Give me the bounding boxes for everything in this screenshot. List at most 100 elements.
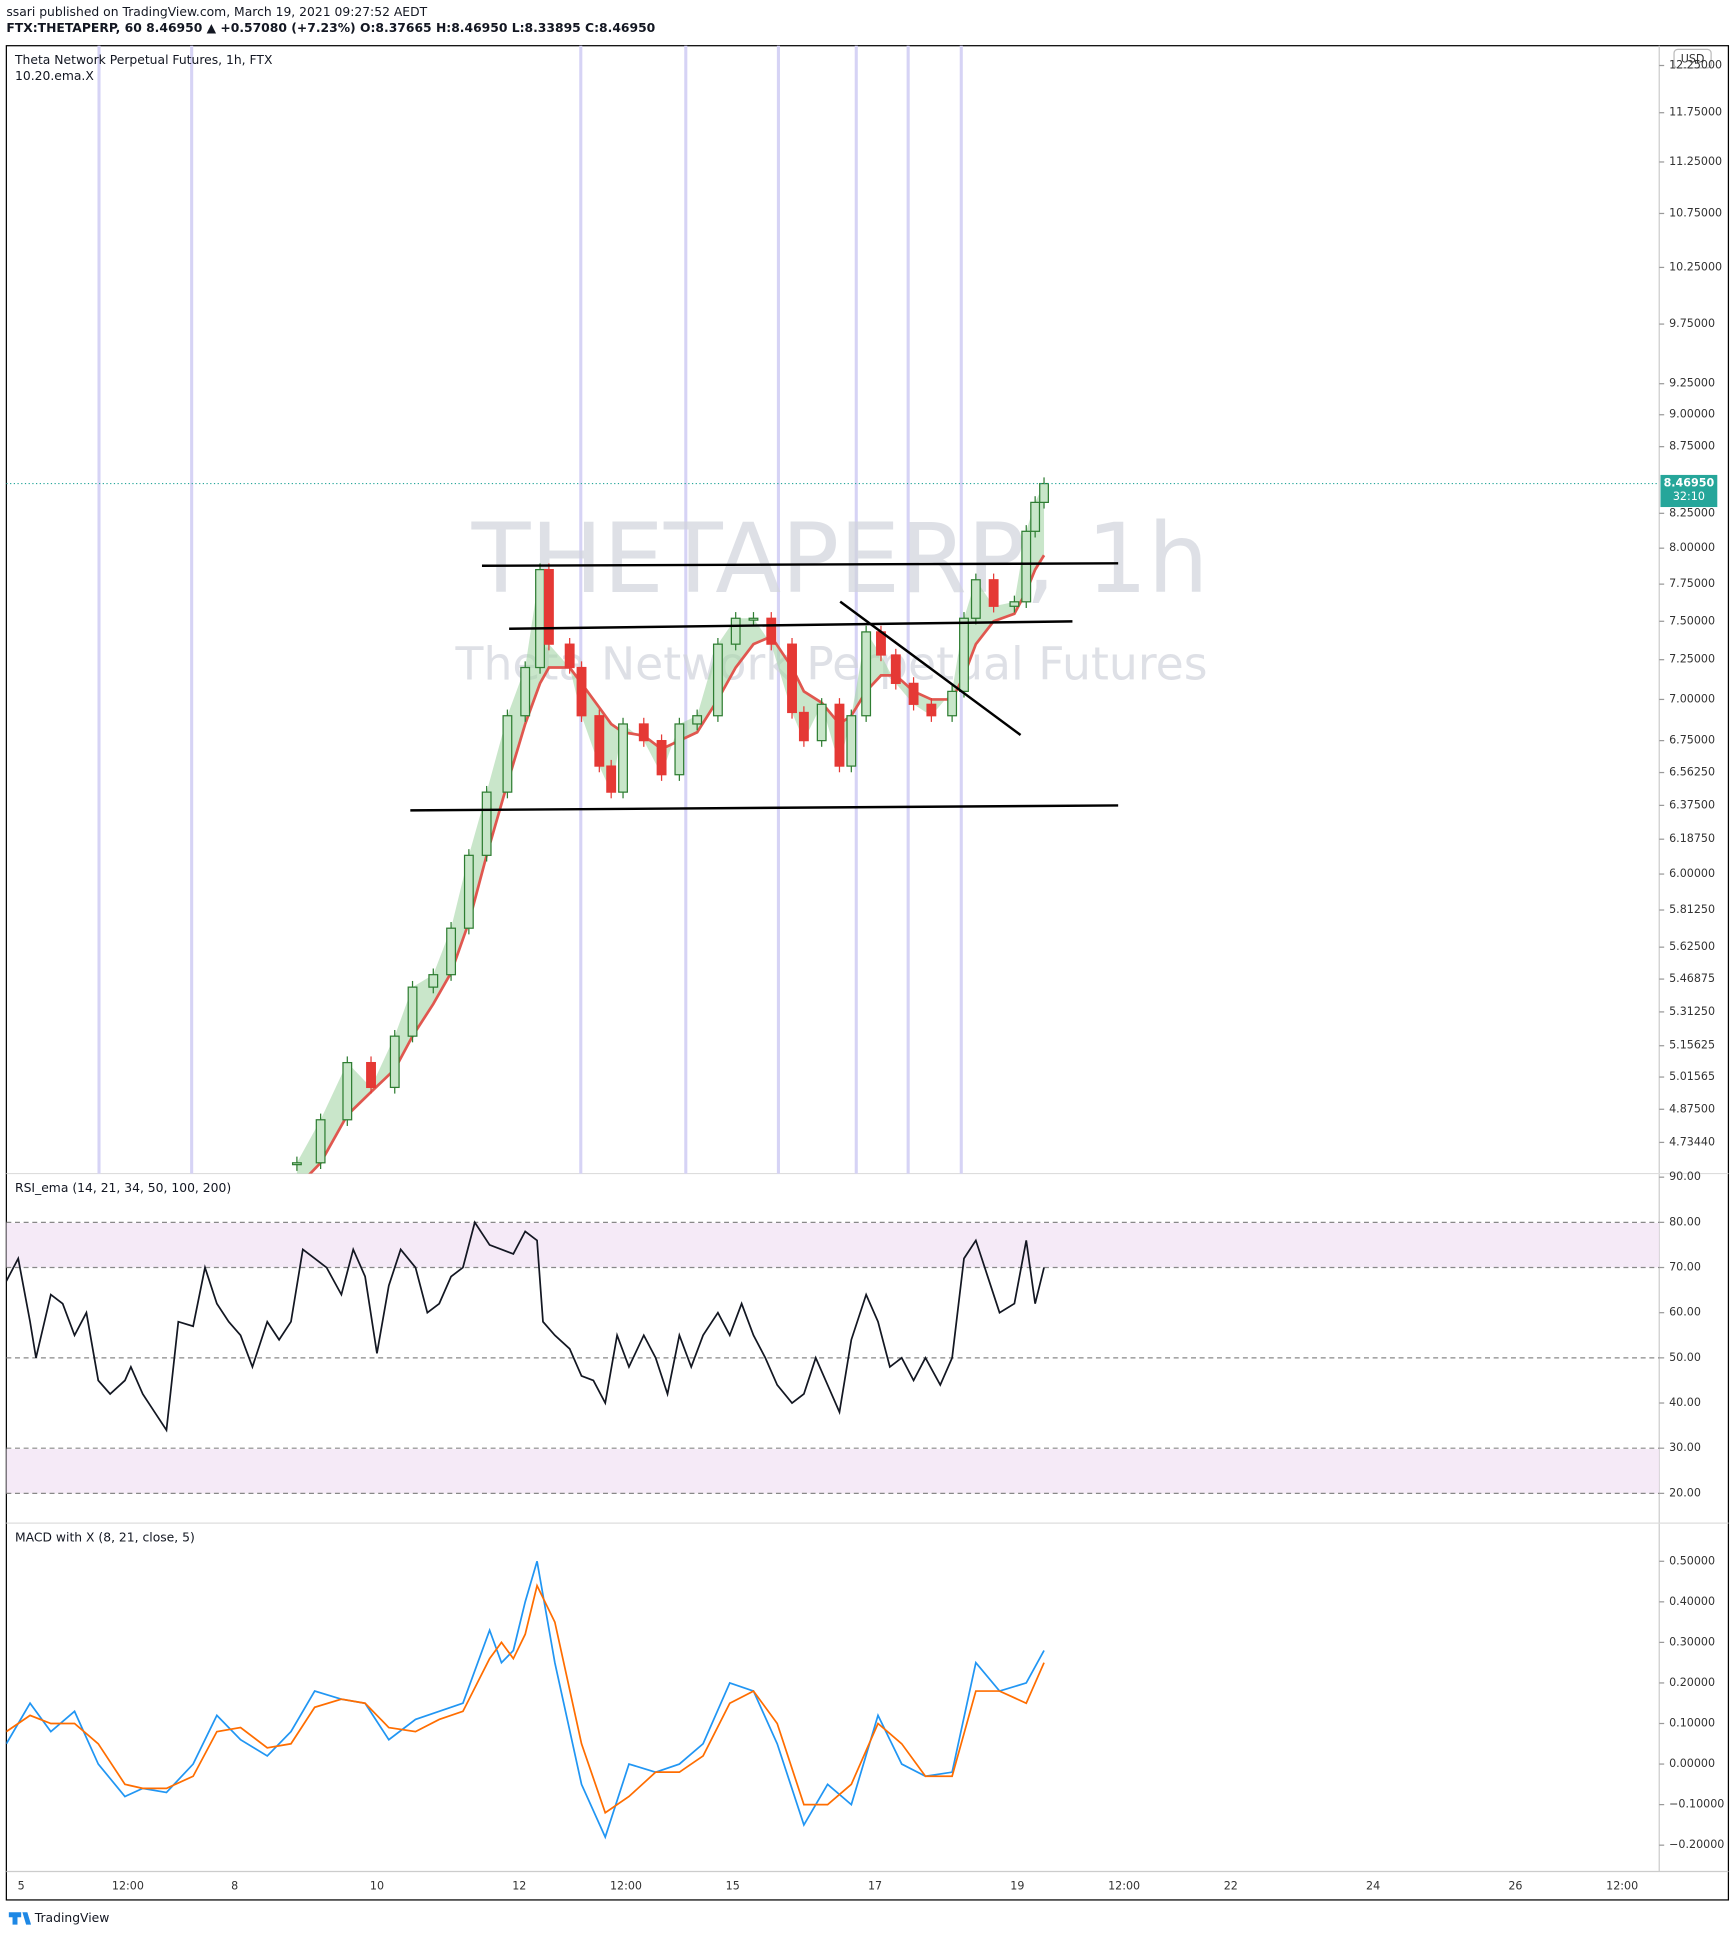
symbol-line: FTX:THETAPERP, 60 8.46950 ▲ +0.57080 (+7… xyxy=(6,21,655,35)
x-tick-label: 12:00 xyxy=(1606,1879,1638,1892)
indicator-line xyxy=(6,1220,1045,1433)
y-tick-label: 20.00 xyxy=(1669,1486,1701,1499)
candle xyxy=(389,1035,400,1089)
candle xyxy=(816,703,827,742)
candle xyxy=(712,643,723,717)
y-tick-label: 12.25000 xyxy=(1669,59,1722,72)
candle xyxy=(947,690,958,717)
footer-brand: TradingView xyxy=(34,1911,110,1925)
y-tick-label: 70.00 xyxy=(1669,1261,1701,1274)
y-tick-label: 5.81250 xyxy=(1669,903,1715,916)
last-price-label: 8.46950 xyxy=(1664,477,1715,490)
y-tick-label: 9.75000 xyxy=(1669,317,1715,330)
y-tick-label: 5.46875 xyxy=(1669,972,1715,985)
candle xyxy=(730,617,741,645)
x-tick-label: 22 xyxy=(1224,1879,1238,1892)
candle xyxy=(291,1162,302,1166)
pane-plot xyxy=(6,1220,1045,1433)
y-tick-label: 6.00000 xyxy=(1669,867,1715,880)
candle xyxy=(787,643,797,714)
x-tick-label: 26 xyxy=(1508,1879,1522,1892)
candle xyxy=(656,740,667,776)
x-tick-label: 5 xyxy=(18,1879,25,1892)
x-tick-label: 12:00 xyxy=(1108,1879,1140,1892)
y-tick-label: 4.73440 xyxy=(1669,1135,1715,1148)
pane-title: Theta Network Perpetual Futures, 1h, FTX xyxy=(14,53,273,67)
y-tick-label: 9.25000 xyxy=(1669,377,1715,390)
y-tick-label: 0.20000 xyxy=(1669,1676,1715,1689)
candle xyxy=(481,791,492,856)
candle xyxy=(463,854,474,929)
candle xyxy=(798,711,809,742)
y-tick-label: 11.75000 xyxy=(1669,106,1722,119)
indicator-line xyxy=(6,1583,1045,1815)
y-tick-label: 8.25000 xyxy=(1669,506,1715,519)
y-tick-label: 5.01565 xyxy=(1669,1070,1715,1083)
candle xyxy=(618,723,628,793)
candle xyxy=(564,643,575,669)
x-tick-label: 19 xyxy=(1010,1879,1024,1892)
y-tick-label: 5.15625 xyxy=(1669,1039,1715,1052)
candle xyxy=(446,927,457,976)
indicator-line xyxy=(6,1561,1045,1840)
y-tick-label: 5.62500 xyxy=(1669,940,1715,953)
candle xyxy=(890,654,901,684)
candle xyxy=(428,974,439,988)
x-tick-label: 8 xyxy=(231,1879,238,1892)
candle xyxy=(674,723,685,776)
candle xyxy=(959,617,969,692)
candle xyxy=(1030,501,1041,532)
y-tick-label: 8.00000 xyxy=(1669,541,1715,554)
candle xyxy=(535,568,545,669)
y-tick-label: 0.10000 xyxy=(1669,1717,1715,1730)
ema-line xyxy=(308,554,1046,1174)
candle xyxy=(407,986,418,1037)
y-tick-label: 7.25000 xyxy=(1669,653,1715,666)
watermark: THETAPERP, 1h xyxy=(471,503,1209,615)
y-tick-label: 7.00000 xyxy=(1669,692,1715,705)
candle xyxy=(606,765,617,793)
pane-title: MACD with X (8, 21, close, 5) xyxy=(15,1530,195,1544)
currency-badge[interactable] xyxy=(1673,48,1712,69)
y-tick-label: 4.87500 xyxy=(1669,1102,1715,1115)
y-tick-label: 0.00000 xyxy=(1669,1757,1715,1770)
candle xyxy=(926,703,937,717)
session-lines xyxy=(97,45,963,1174)
candle xyxy=(638,723,649,742)
x-tick-label: 17 xyxy=(868,1879,882,1892)
y-tick-label: 0.30000 xyxy=(1669,1635,1715,1648)
candle xyxy=(988,579,999,607)
y-tick-label: 0.40000 xyxy=(1669,1595,1715,1608)
candle xyxy=(520,666,531,717)
candle xyxy=(766,617,777,645)
pane-plot xyxy=(6,1561,1045,1840)
oversold-band xyxy=(6,1449,1660,1494)
y-tick-label: 6.56250 xyxy=(1669,766,1715,779)
y-tick-label: 6.37500 xyxy=(1669,798,1715,811)
y-tick-label: −0.10000 xyxy=(1669,1798,1724,1811)
candle xyxy=(594,715,605,767)
currency-label: USD xyxy=(1681,52,1705,65)
candle xyxy=(692,715,703,725)
pane-subtitle: 10.20.ema.X xyxy=(15,69,94,83)
y-tick-label: 6.75000 xyxy=(1669,734,1715,747)
candle xyxy=(576,666,587,717)
candle xyxy=(543,568,554,645)
x-tick-label: 15 xyxy=(726,1879,740,1892)
y-tick-label: 50.00 xyxy=(1669,1351,1701,1364)
y-tick-label: 90.00 xyxy=(1669,1170,1701,1183)
y-tick-label: −0.20000 xyxy=(1669,1838,1724,1851)
candle xyxy=(834,703,845,767)
y-tick-label: 0.50000 xyxy=(1669,1554,1715,1567)
x-tick-label: 10 xyxy=(370,1879,384,1892)
candle xyxy=(315,1119,326,1164)
y-tick-label: 8.75000 xyxy=(1669,440,1715,453)
y-tick-label: 5.31250 xyxy=(1669,1005,1715,1018)
y-tick-label: 10.75000 xyxy=(1669,206,1722,219)
x-tick-label: 12:00 xyxy=(112,1879,144,1892)
x-tick-label: 24 xyxy=(1366,1879,1380,1892)
candle xyxy=(846,715,857,767)
y-tick-label: 7.75000 xyxy=(1669,577,1715,590)
candle xyxy=(502,715,513,793)
